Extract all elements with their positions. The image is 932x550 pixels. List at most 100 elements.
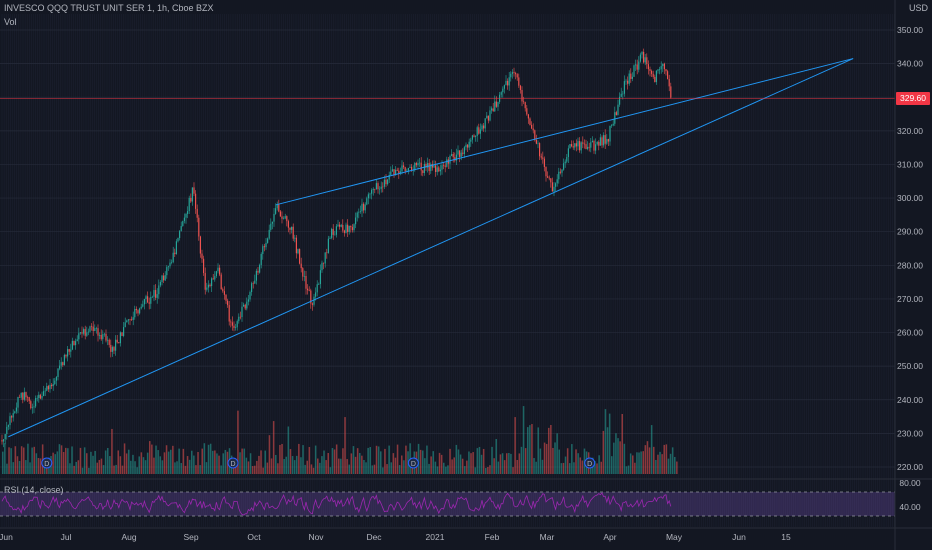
- candle-body: [174, 252, 176, 255]
- candle-body: [356, 212, 358, 218]
- volume-bar: [10, 448, 12, 474]
- candle-body: [649, 69, 651, 71]
- candle-body: [70, 349, 72, 352]
- candle-body: [105, 333, 107, 341]
- candle-body: [638, 61, 640, 70]
- dividend-marker: [407, 457, 419, 469]
- volume-bar: [522, 406, 525, 474]
- volume-bar: [245, 457, 248, 474]
- candle-body: [190, 197, 192, 202]
- candle-body: [295, 237, 297, 254]
- volume-bar: [73, 465, 75, 474]
- candle-body: [558, 171, 560, 180]
- volume-bar: [272, 421, 275, 474]
- candle-body: [308, 290, 310, 291]
- candle-body: [342, 225, 344, 231]
- candle-body: [110, 344, 112, 352]
- volume-bar: [195, 465, 197, 474]
- volume-bar: [432, 451, 434, 474]
- candle-body: [478, 127, 480, 134]
- x-tick-label: Aug: [121, 532, 136, 542]
- volume-bar: [386, 464, 388, 474]
- volume-bar: [216, 453, 218, 474]
- volume-bar: [455, 444, 458, 474]
- candle-body: [531, 124, 533, 129]
- candle-body: [260, 253, 262, 266]
- volume-bar: [356, 448, 359, 474]
- volume-bar: [638, 452, 640, 474]
- volume-bar: [545, 443, 548, 474]
- volume-bar: [314, 445, 317, 474]
- dividend-marker: [227, 457, 239, 469]
- volume-bar: [98, 459, 101, 474]
- candle-body: [191, 187, 193, 202]
- candle-body: [343, 230, 345, 233]
- candle-body: [652, 73, 654, 77]
- y-tick-label: 350.00: [897, 25, 923, 35]
- candle-body: [380, 186, 382, 189]
- volume-bar: [46, 467, 48, 474]
- volume-bar: [556, 433, 558, 474]
- y-tick-label: 220.00: [897, 462, 923, 472]
- volume-bar: [342, 448, 344, 474]
- volume-bar: [60, 445, 63, 474]
- candle-body: [411, 166, 413, 171]
- candle-body: [577, 141, 579, 147]
- candle-body: [345, 224, 347, 233]
- candle-body: [537, 143, 539, 144]
- candle-body: [211, 278, 213, 287]
- volume-bar: [493, 458, 495, 474]
- volume-bar: [365, 462, 367, 474]
- candle-body: [30, 401, 32, 409]
- last-price-tag: 329.60: [896, 92, 930, 106]
- volume-bar: [613, 442, 615, 474]
- candle-body: [235, 327, 237, 328]
- volume-bar: [153, 457, 155, 474]
- candle-body: [647, 64, 649, 70]
- candle-body: [252, 283, 254, 284]
- candle-body: [71, 340, 73, 350]
- volume-bar: [388, 445, 390, 474]
- candle-body: [622, 93, 624, 95]
- volume-bar: [172, 445, 174, 474]
- volume-bar: [440, 454, 443, 474]
- candle-body: [257, 270, 259, 273]
- candle-body: [281, 216, 283, 219]
- candle-body: [636, 64, 638, 70]
- candle-body: [297, 249, 299, 254]
- volume-bar: [214, 450, 216, 474]
- candle-body: [550, 178, 552, 183]
- volume-bar: [247, 461, 250, 474]
- vertical-grid: [1, 14, 895, 527]
- candle-body: [500, 92, 502, 95]
- volume-bar: [451, 459, 453, 474]
- volume-bar: [251, 466, 254, 474]
- trendline-1: [8, 58, 854, 438]
- candle-body: [303, 276, 305, 277]
- rsi-line: [1, 492, 672, 516]
- candle-body: [419, 162, 421, 164]
- candle-body: [228, 305, 230, 322]
- volume-bar: [506, 453, 508, 474]
- volume-bar: [270, 458, 273, 474]
- volume-bar: [107, 447, 109, 474]
- candle-body: [47, 386, 49, 390]
- volume-bar: [128, 449, 130, 474]
- volume-bar: [207, 444, 210, 474]
- volume-bar: [569, 463, 571, 474]
- candle-body: [311, 303, 313, 305]
- candle-body: [406, 170, 408, 172]
- volume-bar: [495, 439, 497, 474]
- candle-body: [116, 339, 118, 343]
- candle-body: [135, 308, 137, 311]
- candle-body: [337, 224, 339, 227]
- volume-bar: [340, 458, 342, 474]
- volume-bar: [302, 445, 304, 474]
- candle-body: [139, 308, 141, 314]
- candle-body: [465, 144, 467, 148]
- volume-bar: [298, 443, 300, 474]
- candle-body: [316, 284, 318, 293]
- candle-body: [166, 267, 168, 276]
- volume-bar: [119, 456, 122, 474]
